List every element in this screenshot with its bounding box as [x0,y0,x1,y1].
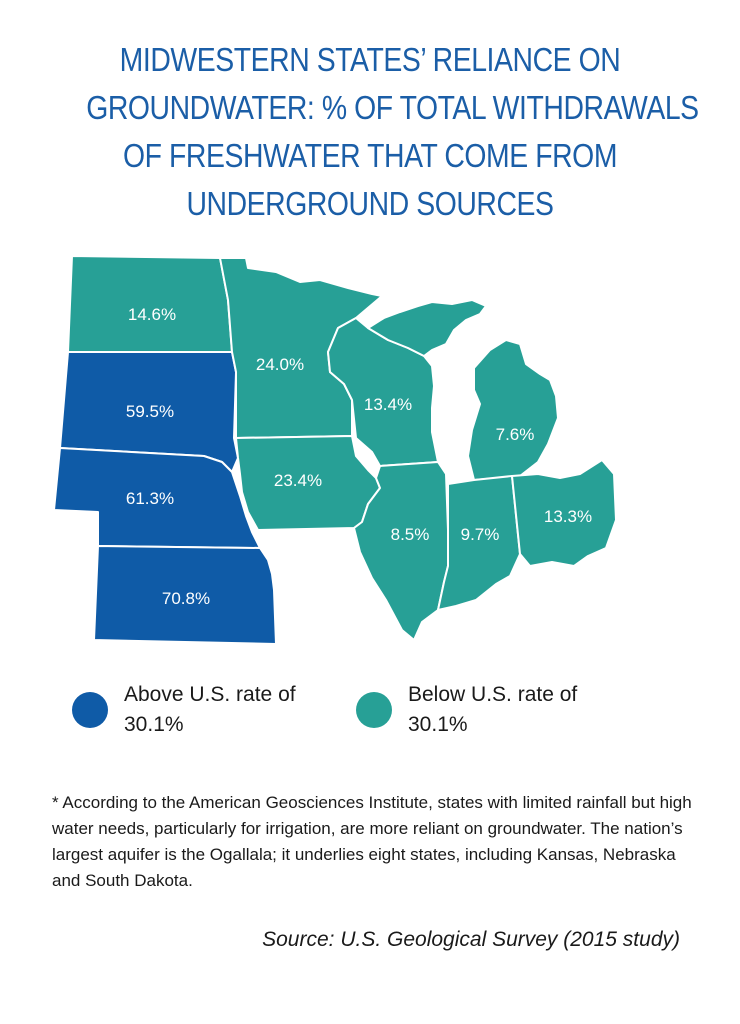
title-line: MIDWESTERN STATES’ RELIANCE ON [119,41,621,78]
state-shape [367,299,487,357]
state-value-label: 61.3% [126,489,174,508]
state-ohio: 13.3% [511,459,617,567]
state-value-label: 13.3% [544,507,592,526]
state-value-label: 59.5% [126,402,174,421]
state-value-label: 14.6% [128,305,176,324]
state-north-dakota: 14.6% [67,255,233,353]
title-line: UNDERGROUND SOURCES [186,185,554,222]
state-shape [511,459,617,567]
source-citation: Source: U.S. Geological Survey (2015 stu… [262,928,680,951]
state-indiana: 9.7% [437,475,521,611]
state-shape [53,447,261,549]
state-value-label: 23.4% [274,471,322,490]
footnote: * According to the American Geosciences … [52,793,692,890]
state-value-label: 7.6% [496,425,535,444]
midwest-map: 14.6% 59.5% 61.3% 70.8% 24.0% 23.4% 13.4… [53,255,617,645]
legend-swatch-above [72,692,108,728]
state-value-label: 8.5% [391,525,430,544]
legend-label-below: Below U.S. rate of 30.1% [408,683,578,736]
state-iowa: 23.4% [235,435,381,531]
state-nebraska: 61.3% [53,447,261,549]
state-michigan: 7.6% [367,299,559,481]
title-line: GROUNDWATER: % OF TOTAL WITHDRAWALS [86,89,699,126]
title-line: OF FRESHWATER THAT COME FROM [122,137,618,174]
legend-label-above: Above U.S. rate of 30.1% [124,683,296,736]
state-shape [67,255,233,353]
state-value-label: 9.7% [461,525,500,544]
legend-swatch-below [356,692,392,728]
state-value-label: 24.0% [256,355,304,374]
state-value-label: 70.8% [162,589,210,608]
state-value-label: 13.4% [364,395,412,414]
state-kansas: 70.8% [93,545,277,645]
map-title: MIDWESTERN STATES’ RELIANCE ON GROUNDWAT… [86,36,699,228]
state-shape [467,339,559,481]
state-shape [93,545,277,645]
